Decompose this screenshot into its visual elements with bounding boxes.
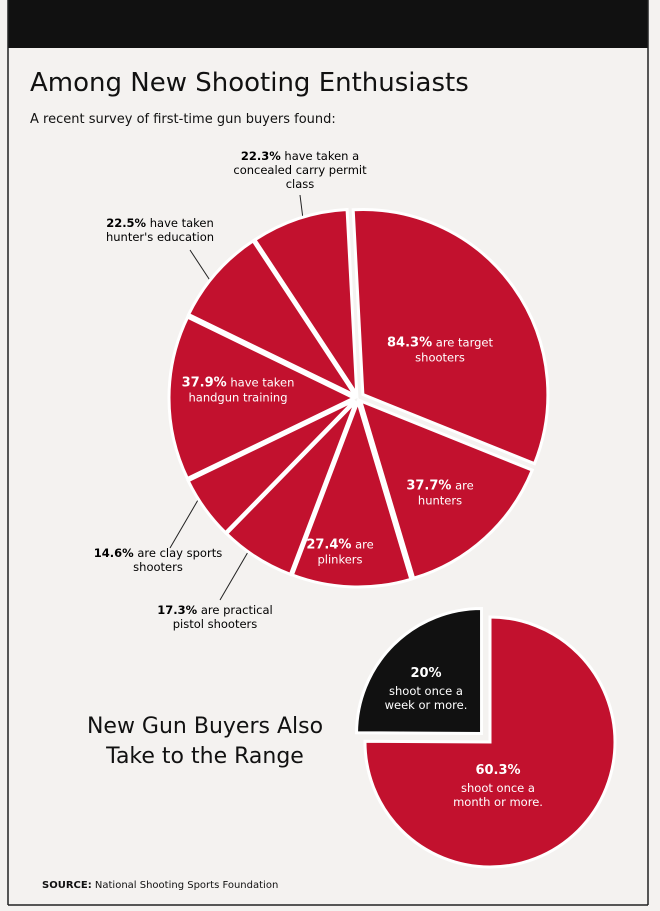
chart-title: New Gun Buyers Also Take to the Range — [86, 714, 324, 769]
pie-slice — [355, 606, 484, 735]
chart-subtitle: A recent survey of first-time gun buyers… — [30, 112, 336, 127]
chart-title: Among New Shooting Enthusiasts — [30, 68, 469, 98]
value-label: 27.4% — [306, 537, 352, 553]
category-label: shoot once a month or more. — [453, 781, 543, 809]
slice-label: 27.4% are plinkers — [295, 538, 385, 567]
value-label: 37.9% — [181, 375, 227, 391]
value-label: 22.3% — [240, 149, 281, 163]
pie-slice — [351, 208, 550, 466]
source-label: SOURCE: — [42, 880, 92, 891]
pie-slice — [363, 615, 617, 869]
slice-label: 14.6% are clay sports shooters — [88, 546, 228, 574]
pie-slice — [358, 398, 535, 581]
value-label: 17.3% — [157, 603, 198, 617]
pie-slice — [290, 397, 413, 589]
slice-label: 17.3% are practical pistol shooters — [140, 603, 290, 631]
pie-slice — [167, 315, 358, 481]
slice-label: 37.9% have taken handgun training — [173, 376, 303, 405]
category-label: have taken handgun training — [188, 375, 295, 405]
slice-label: 84.3% are target shooters — [385, 336, 495, 365]
category-label: have taken a concealed carry permit clas… — [233, 149, 367, 191]
slice-label: 22.3% have taken a concealed carry permi… — [225, 149, 375, 191]
category-label: are target shooters — [415, 335, 493, 365]
slice-label: 37.7% are hunters — [390, 479, 490, 508]
value-label: 14.6% — [93, 546, 134, 560]
category-label: have taken hunter's education — [105, 216, 215, 244]
slice-label: 20% shoot once a week or more. — [376, 664, 476, 712]
source-text: National Shooting Sports Foundation — [94, 880, 279, 891]
source: SOURCE: National Shooting Sports Foundat… — [42, 880, 278, 891]
pie-slice — [186, 398, 356, 535]
pie-slice — [252, 207, 359, 400]
top-bar — [8, 0, 648, 48]
category-label: are practical pistol shooters — [172, 603, 273, 631]
slice-label: 22.5% have taken hunter's education — [90, 216, 230, 244]
value-label: 60.3% — [475, 763, 521, 778]
category-label: are plinkers — [317, 537, 374, 567]
category-label: are hunters — [417, 478, 474, 508]
value-label: 84.3% — [387, 335, 433, 351]
slice-label: 60.3% shoot once a month or more. — [443, 761, 553, 809]
value-label: 20% — [410, 666, 442, 681]
value-label: 37.7% — [406, 478, 452, 494]
pie-slice — [224, 400, 358, 577]
category-label: shoot once a week or more. — [384, 684, 468, 712]
pie-slice — [186, 238, 360, 400]
value-label: 22.5% — [106, 216, 147, 230]
category-label: are clay sports shooters — [133, 546, 223, 574]
